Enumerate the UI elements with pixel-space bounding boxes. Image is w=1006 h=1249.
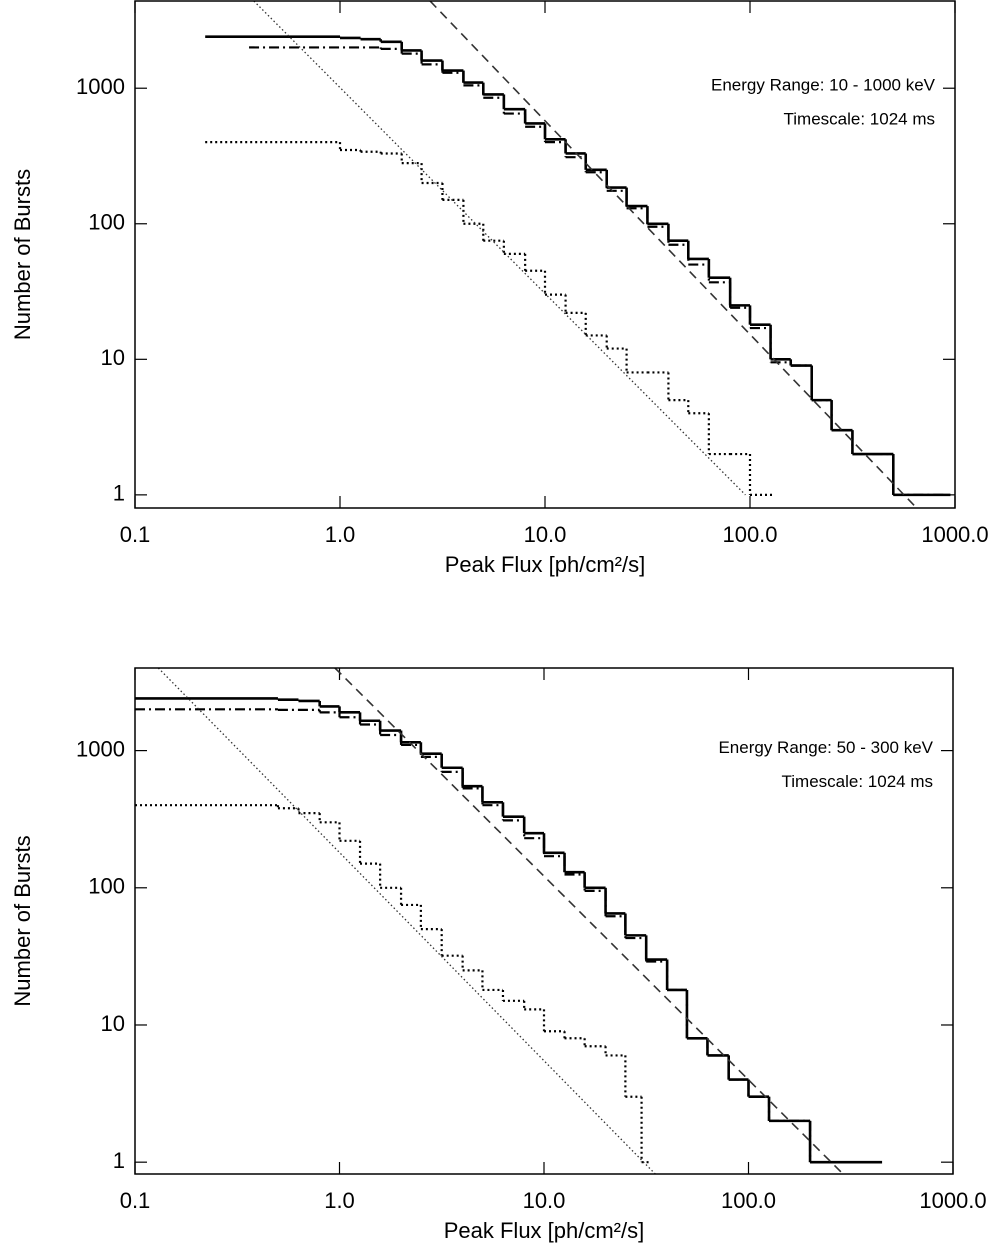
x-tick-label: 1000.0	[919, 1188, 986, 1213]
y-tick-label: 1000	[76, 736, 125, 761]
y-tick-label: 100	[88, 874, 125, 899]
annotation: Timescale: 1024 ms	[782, 772, 933, 791]
annotation: Energy Range: 50 - 300 keV	[718, 738, 933, 757]
power-law-line	[429, 1, 918, 508]
y-tick-label: 10	[101, 1011, 125, 1036]
y-tick-label: 1	[113, 481, 125, 506]
x-tick-label: 10.0	[523, 1188, 566, 1213]
x-tick-label: 1.0	[324, 1188, 355, 1213]
y-axis-title: Number of Bursts	[10, 835, 35, 1006]
plot-area	[205, 1, 951, 508]
power-law-line	[253, 1, 746, 496]
x-tick-label: 1.0	[325, 522, 356, 547]
x-tick-label: 0.1	[120, 1188, 151, 1213]
x-tick-label: 10.0	[524, 522, 567, 547]
y-tick-label: 1	[113, 1148, 125, 1173]
x-axis-title: Peak Flux [ph/cm²/s]	[445, 552, 646, 577]
plot-frame	[134, 0, 956, 509]
plot-frame	[134, 667, 954, 1175]
x-axis-title: Peak Flux [ph/cm²/s]	[444, 1218, 645, 1243]
panel: 0.1 1.0 10.0 100.0 1000.0 1 10 100 1000 Energy Ra…	[10, 0, 989, 577]
annotation: Energy Range: 10 - 1000 keV	[711, 76, 936, 95]
x-tick-label: 0.1	[120, 522, 151, 547]
panel: 0.1 1.0 10.0 100.0 1000.0 1 10 100 1000 Energy Ra…	[10, 667, 987, 1243]
y-tick-label: 1000	[76, 74, 125, 99]
y-axis-title: Number of Bursts	[10, 169, 35, 340]
y-tick-label: 100	[88, 210, 125, 235]
x-tick-label: 100.0	[722, 522, 777, 547]
y-tick-label: 10	[101, 345, 125, 370]
x-tick-label: 100.0	[721, 1188, 776, 1213]
x-tick-label: 1000.0	[921, 522, 988, 547]
plot-area	[135, 668, 883, 1174]
annotation: Timescale: 1024 ms	[784, 110, 935, 129]
